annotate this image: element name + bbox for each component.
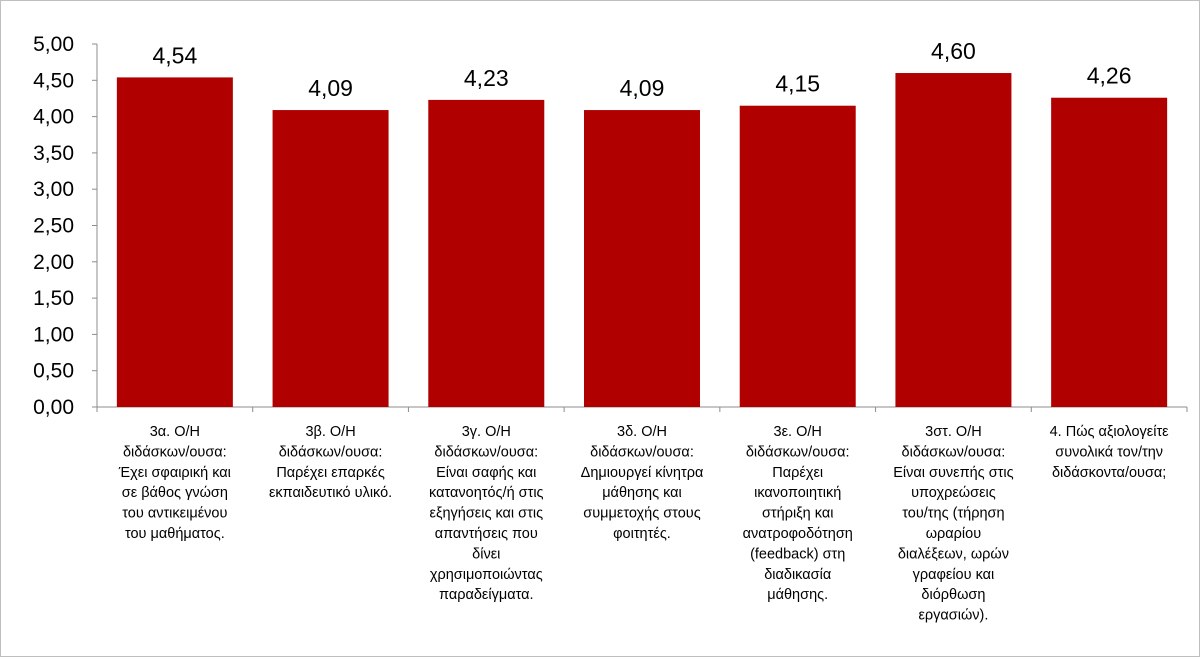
x-tick-label: 3β. Ο/Η διδάσκων/ουσα: Παρέχει επαρκές εκπα… [269,424,392,501]
y-tick-label: 1,50 [33,287,74,310]
y-tick-label: 4,00 [33,106,74,129]
x-tick-label: 3γ. Ο/Η διδάσκων/ουσα: Είναι σαφής και κατα… [429,424,544,603]
x-tick-label: 3δ. Ο/Η διδάσκων/ουσα: Δημιουργεί κίνητρα μ… [581,424,704,542]
bar [272,110,389,407]
data-label: 4,23 [464,65,509,91]
x-tick-label: 4. Πώς αξιολογείτε συνολικά τον/την διδάσκ… [1050,424,1170,481]
y-tick-label: 2,50 [33,215,74,238]
bar [895,73,1012,407]
bar [739,105,856,408]
bar [584,110,700,407]
x-tick-label: 3ε. Ο/Η διδάσκων/ουσα: Παρέχει ικανοποιητικ… [743,424,853,603]
data-label: 4,09 [308,75,353,101]
data-label: 4,54 [152,42,197,68]
x-tick-label: 3στ. Ο/Η διδάσκων/ουσα: Είναι συνεπής στις… [893,424,1013,624]
y-tick-label: 4,50 [33,69,74,92]
y-tick-label: 0,00 [33,396,74,419]
bar [428,99,545,407]
y-tick-label: 3,00 [33,178,74,201]
data-label: 4,60 [931,38,976,64]
data-label: 4,09 [620,75,665,101]
bar [116,77,233,408]
y-tick-label: 3,50 [33,142,74,165]
data-label: 4,26 [1087,63,1132,89]
y-tick-label: 5,00 [33,33,74,56]
y-tick-label: 2,00 [33,251,74,274]
x-tick-label: 3α. Ο/Η διδάσκων/ουσα: Έχει σφαιρική και σε… [118,424,231,542]
bar [1051,97,1168,407]
data-label: 4,15 [775,71,820,97]
y-tick-label: 1,00 [33,323,74,346]
y-tick-label: 0,50 [33,360,74,383]
